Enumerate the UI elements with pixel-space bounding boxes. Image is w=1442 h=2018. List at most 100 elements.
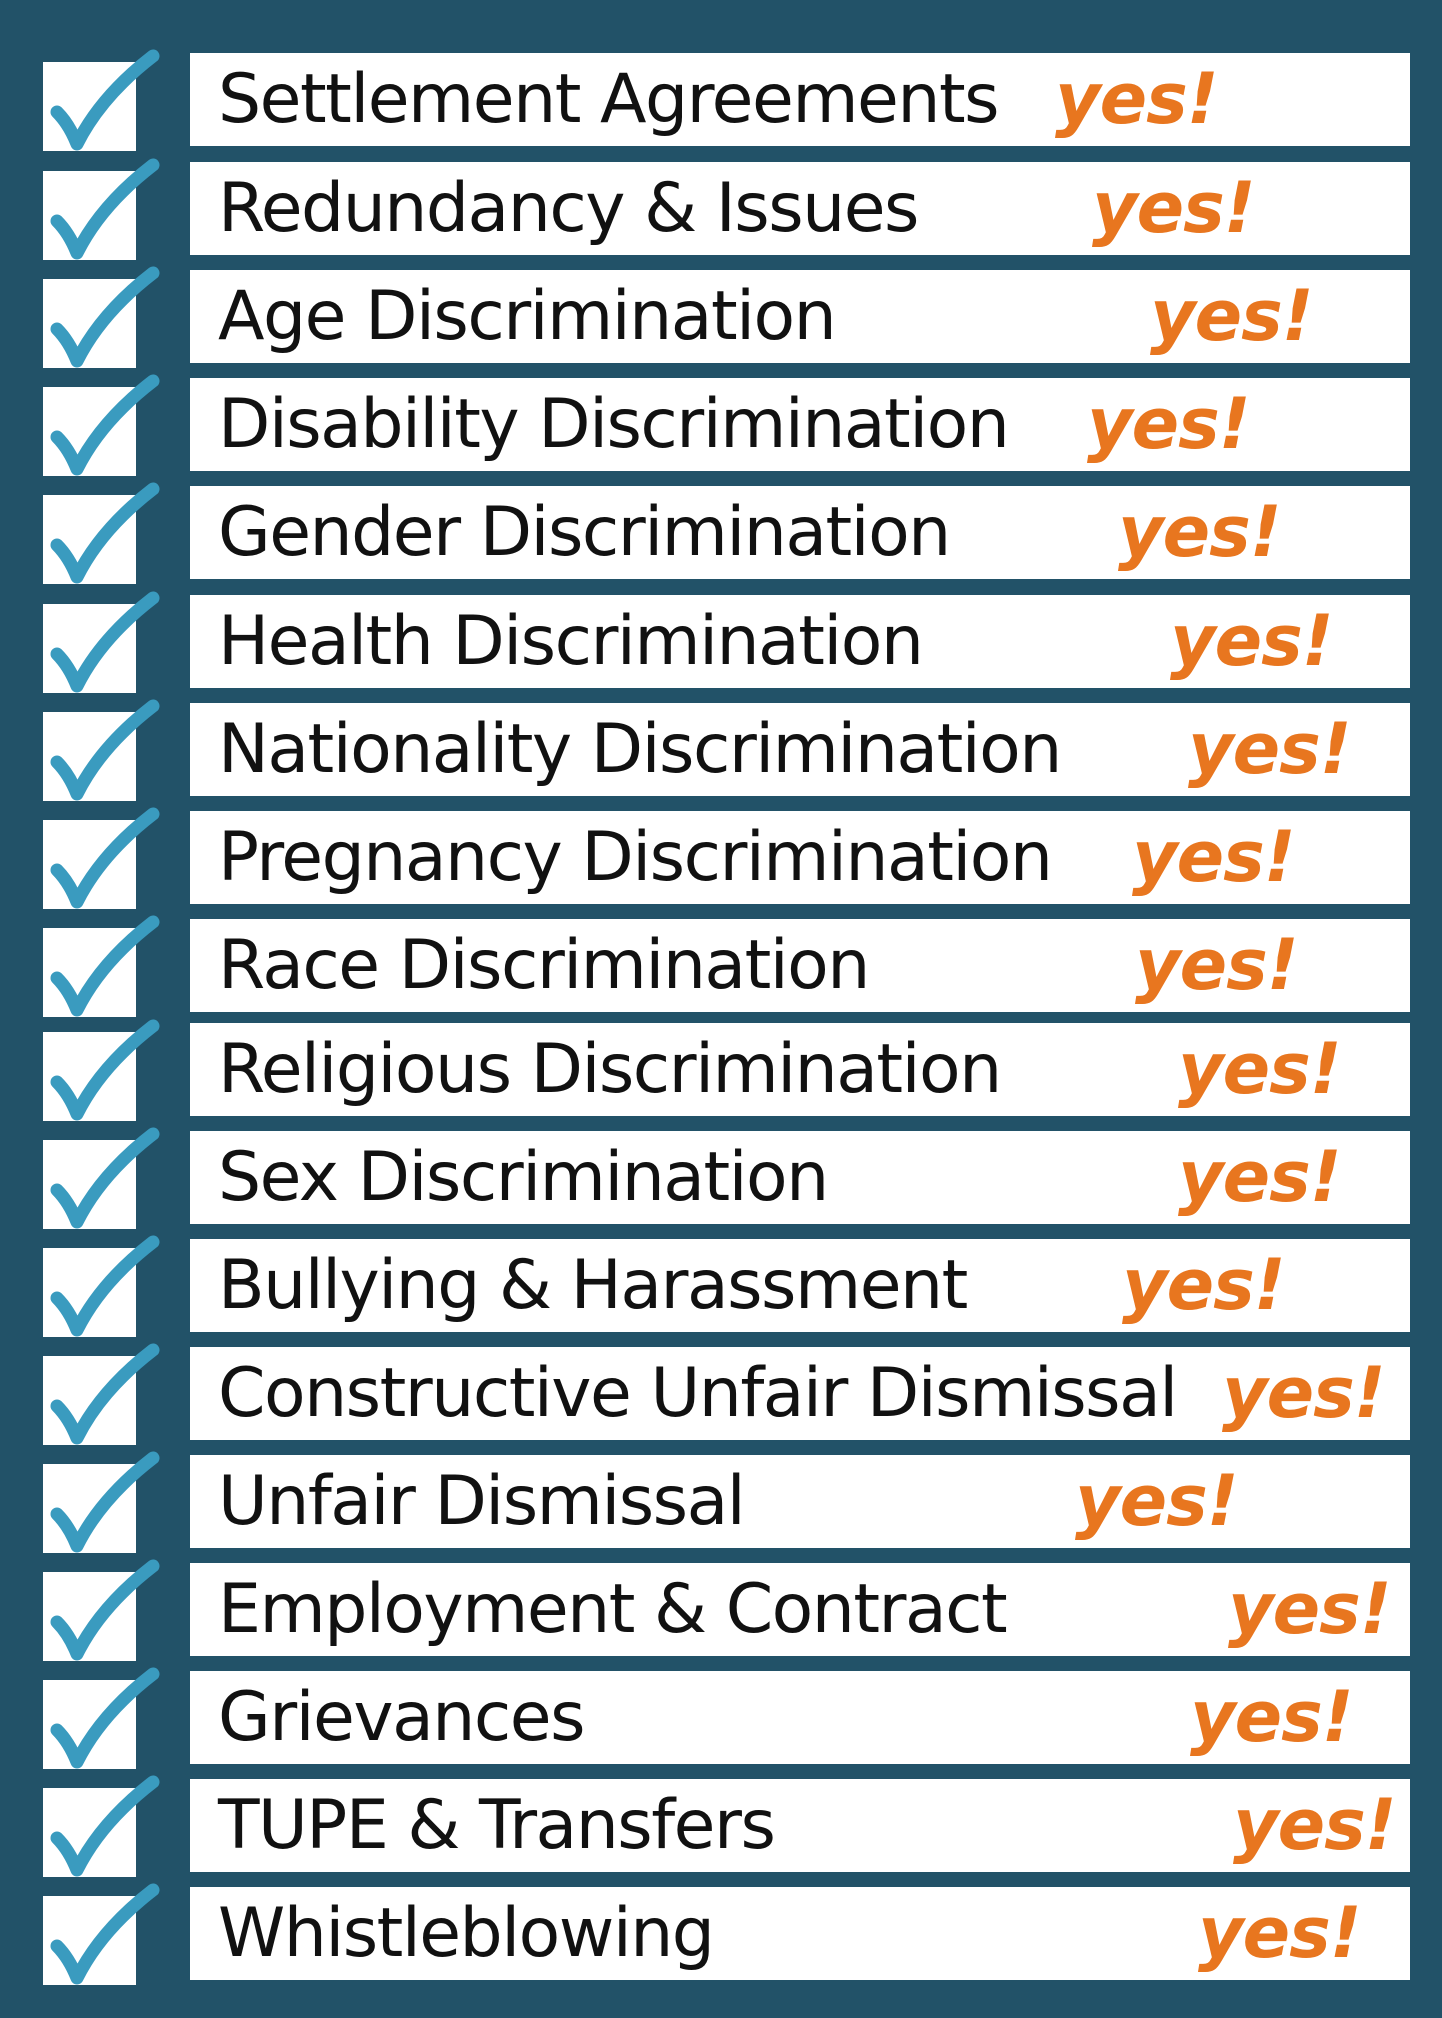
yes-label: yes! [1150,275,1314,357]
checklist-row: Nationality Discrimination yes! [0,699,1442,801]
checkmark-icon [50,591,160,693]
checkbox [43,1883,160,1985]
checklist-row: Bullying & Harassment yes! [0,1235,1442,1337]
yes-label: yes! [1222,1352,1386,1434]
yes-label: yes! [1198,1892,1362,1974]
item-bar: Race Discrimination yes! [190,919,1410,1012]
yes-label: yes! [1135,924,1299,1006]
checkbox [43,374,160,476]
item-bar: Nationality Discrimination yes! [190,703,1410,796]
item-label: Race Discrimination [218,926,870,1005]
checklist-row: Disability Discrimination yes! [0,374,1442,476]
checklist-row: Employment & Contract yes! [0,1559,1442,1661]
yes-label: yes! [1178,1136,1342,1218]
checklist-row: Gender Discrimination yes! [0,482,1442,584]
checklist-row: Race Discrimination yes! [0,915,1442,1017]
yes-label: yes! [1132,816,1296,898]
checklist-row: TUPE & Transfers yes! [0,1775,1442,1877]
checkmark-icon [50,1883,160,1985]
item-bar: Redundancy & Issues yes! [190,162,1410,255]
item-label: Grievances [218,1678,586,1757]
checkmark-icon [50,482,160,584]
item-bar: Employment & Contract yes! [190,1563,1410,1656]
item-label: Settlement Agreements [218,60,1000,139]
checkmark-icon [50,49,160,151]
item-bar: Age Discrimination yes! [190,270,1410,363]
checkbox [43,266,160,368]
item-label: Bullying & Harassment [218,1246,968,1325]
item-bar: Bullying & Harassment yes! [190,1239,1410,1332]
checkbox [43,915,160,1017]
item-label: Constructive Unfair Dismissal [218,1354,1178,1433]
item-bar: Disability Discrimination yes! [190,378,1410,471]
checkmark-icon [50,1235,160,1337]
yes-label: yes! [1178,1028,1342,1110]
yes-label: yes! [1190,1676,1354,1758]
checklist-row: Whistleblowing yes! [0,1883,1442,1985]
checkmark-icon [50,1127,160,1229]
checkmark-icon [50,807,160,909]
checkbox [43,1451,160,1553]
checkmark-icon [50,1019,160,1121]
item-bar: Unfair Dismissal yes! [190,1455,1410,1548]
checklist-row: Pregnancy Discrimination yes! [0,807,1442,909]
checkmark-icon [50,1775,160,1877]
checkbox [43,1343,160,1445]
yes-label: yes! [1087,383,1251,465]
checkmark-icon [50,266,160,368]
checklist-row: Age Discrimination yes! [0,266,1442,368]
checklist-row: Redundancy & Issues yes! [0,158,1442,260]
item-label: Disability Discrimination [218,385,1010,464]
yes-label: yes! [1233,1784,1397,1866]
yes-label: yes! [1118,491,1282,573]
yes-label: yes! [1092,167,1256,249]
checkbox [43,158,160,260]
checkbox [43,807,160,909]
yes-label: yes! [1122,1244,1286,1326]
item-label: TUPE & Transfers [218,1786,776,1865]
yes-label: yes! [1188,708,1352,790]
item-bar: Constructive Unfair Dismissal yes! [190,1347,1410,1440]
item-bar: Religious Discrimination yes! [190,1023,1410,1116]
item-label: Nationality Discrimination [218,710,1062,789]
checklist-row: Unfair Dismissal yes! [0,1451,1442,1553]
checkbox [43,1019,160,1121]
checkmark-icon [50,158,160,260]
item-bar: Pregnancy Discrimination yes! [190,811,1410,904]
item-label: Unfair Dismissal [218,1462,746,1541]
item-bar: Health Discrimination yes! [190,595,1410,688]
checklist-row: Grievances yes! [0,1667,1442,1769]
item-bar: Grievances yes! [190,1671,1410,1764]
checklist-row: Health Discrimination yes! [0,591,1442,693]
item-label: Pregnancy Discrimination [218,818,1053,897]
checkbox [43,1775,160,1877]
checkmark-icon [50,699,160,801]
checklist-row: Constructive Unfair Dismissal yes! [0,1343,1442,1445]
item-bar: Settlement Agreements yes! [190,53,1410,146]
item-label: Sex Discrimination [218,1138,829,1217]
checkbox [43,482,160,584]
yes-label: yes! [1170,600,1334,682]
checkbox [43,591,160,693]
item-bar: Gender Discrimination yes! [190,486,1410,579]
item-bar: Sex Discrimination yes! [190,1131,1410,1224]
checkbox [43,699,160,801]
checkbox [43,1127,160,1229]
checkmark-icon [50,1451,160,1553]
checklist-row: Religious Discrimination yes! [0,1019,1442,1121]
checkbox [43,1235,160,1337]
yes-label: yes! [1228,1568,1392,1650]
checklist-row: Sex Discrimination yes! [0,1127,1442,1229]
checkmark-icon [50,915,160,1017]
item-label: Employment & Contract [218,1570,1008,1649]
checkmark-icon [50,1667,160,1769]
yes-label: yes! [1075,1460,1239,1542]
item-label: Redundancy & Issues [218,169,919,248]
item-bar: TUPE & Transfers yes! [190,1779,1410,1872]
checkmark-icon [50,1343,160,1445]
checkbox [43,49,160,151]
item-bar: Whistleblowing yes! [190,1887,1410,1980]
yes-label: yes! [1055,58,1219,140]
item-label: Whistleblowing [218,1894,715,1973]
